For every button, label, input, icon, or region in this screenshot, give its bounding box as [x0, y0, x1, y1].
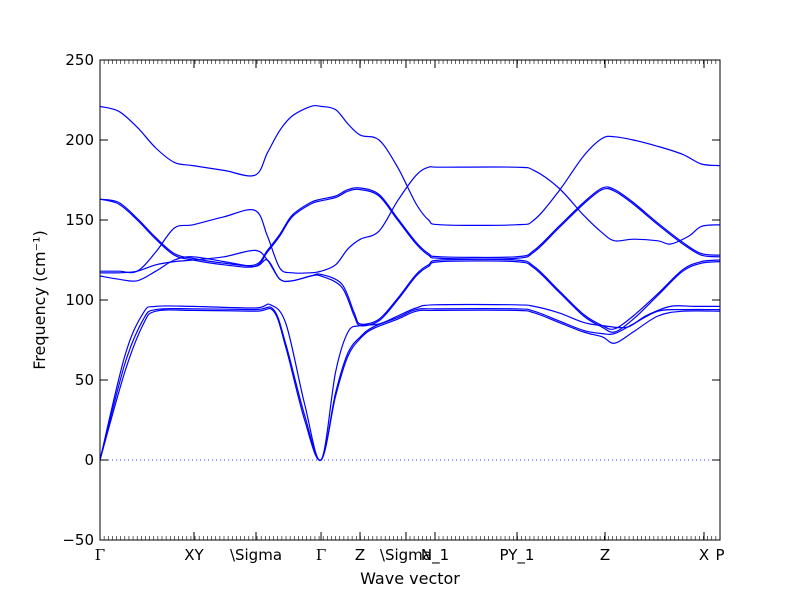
x-tick-label: \Sigma [230, 546, 282, 564]
x-tick-label: X [699, 546, 709, 564]
band-line-5 [99, 249, 721, 330]
y-tick-label: 100 [65, 291, 94, 309]
y-tick-label: −50 [62, 531, 94, 549]
y-tick-label: 150 [65, 211, 94, 229]
band-line-7 [99, 187, 721, 268]
band-line-1 [99, 307, 721, 461]
x-axis-label: Wave vector [360, 569, 460, 588]
band-line-8 [99, 186, 721, 267]
y-axis-label: Frequency (cm⁻¹) [30, 230, 49, 369]
x-tick-label: XY [184, 546, 204, 564]
plot-background [100, 60, 720, 540]
x-tick-label: Γ [316, 546, 326, 564]
plot-frame [99, 59, 721, 541]
y-tick-label: 200 [65, 131, 94, 149]
band-line-6 [100, 166, 721, 274]
minor-tick-layer [99, 60, 721, 540]
x-tick-label: Z [600, 546, 610, 564]
y-tick-label: 0 [84, 451, 94, 469]
band-line-3 [99, 303, 720, 461]
series-layer [99, 104, 721, 461]
y-tick-layer: −50 0 50 100 150 200 250 [62, 51, 720, 549]
band-line-4 [99, 256, 721, 333]
y-tick-label: 50 [75, 371, 94, 389]
x-tick-label: N_1 [421, 546, 449, 565]
x-tick-label: P [715, 546, 724, 564]
band-line-9 [99, 104, 721, 226]
band-line-2 [99, 306, 721, 461]
y-tick-label: 250 [65, 51, 94, 69]
x-tick-label: PY_1 [500, 546, 535, 565]
x-tick-label: \Sigma [380, 546, 432, 564]
x-tick-label: Z [355, 546, 365, 564]
x-tick-label: Γ [95, 546, 105, 564]
